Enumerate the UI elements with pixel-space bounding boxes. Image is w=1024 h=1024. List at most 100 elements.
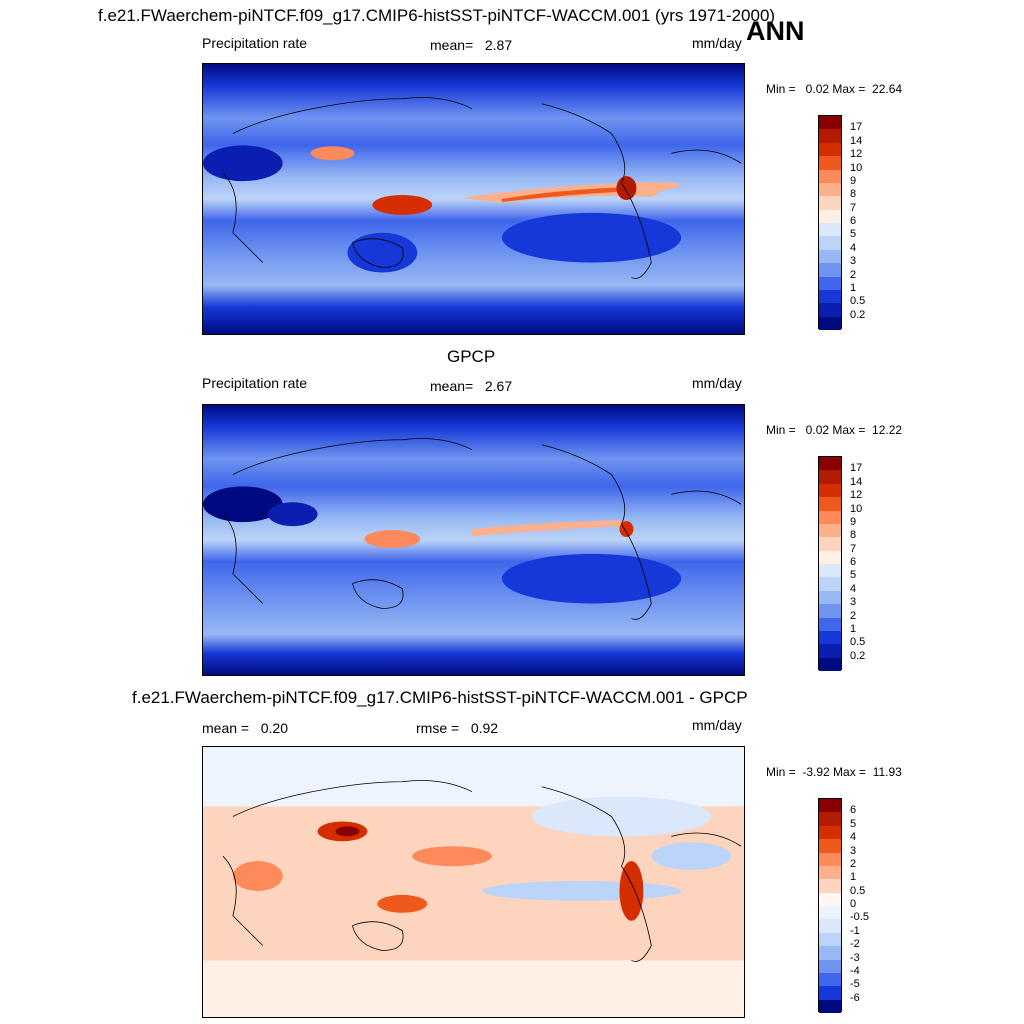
colorbar-swatch [819, 316, 841, 330]
panel3-neg-pacific [481, 881, 682, 901]
colorbar-swatch [819, 972, 841, 987]
colorbar-swatch [819, 537, 841, 551]
panel2-mean: mean= 2.67 [430, 378, 513, 394]
colorbar-level-label: 3 [850, 255, 857, 268]
colorbar-swatch [819, 209, 841, 223]
panel1-dry-australia [347, 232, 418, 273]
colorbar-swatch [819, 289, 841, 304]
colorbar-swatch [819, 906, 841, 920]
panel2-title: GPCP [447, 347, 496, 366]
panel1-itcz-core [501, 187, 632, 202]
colorbar-level-label: 2 [850, 609, 857, 622]
panel1-minmax: Min = 0.02 Max = 22.64 [766, 82, 903, 96]
colorbar-level-label: 4 [850, 241, 857, 254]
colorbar-swatch [819, 919, 841, 933]
colorbar-level-label: 17 [850, 462, 863, 475]
colorbar-level-label: 1 [850, 281, 857, 294]
colorbar-swatch [819, 812, 841, 826]
colorbar-swatch [819, 169, 841, 183]
panel2-colombia [619, 521, 634, 538]
colorbar-level-label: 3 [850, 596, 857, 609]
colorbar-swatch [819, 946, 841, 960]
colorbar-level-label: 14 [850, 475, 863, 488]
colorbar-swatch [819, 564, 841, 578]
panel3-units: mm/day [692, 717, 742, 733]
colorbar-level-label: 4 [850, 831, 857, 844]
colorbar-level-label: 3 [850, 844, 857, 857]
colorbar-swatch [819, 852, 841, 866]
colorbar-level-label: -6 [850, 991, 860, 1004]
colorbar-swatch [819, 959, 841, 973]
colorbar-level-label: -4 [850, 964, 860, 977]
panel2-maritime-continent [364, 530, 421, 548]
colorbar-swatch [819, 223, 841, 237]
panel1-dry-pacific [501, 212, 682, 263]
colorbar-swatch [819, 156, 841, 170]
colorbar-level-label: 1 [850, 622, 857, 635]
panel1-map [202, 63, 745, 335]
colorbar-swatch [819, 276, 841, 290]
panel1-andes-peak [616, 176, 637, 200]
colorbar-level-label: 0.5 [850, 636, 866, 649]
colorbar-swatch [819, 457, 841, 471]
colorbar-level-label: 2 [850, 857, 857, 870]
panel3-minmax: Min = -3.92 Max = 11.93 [766, 765, 902, 779]
colorbar-level-label: 12 [850, 148, 863, 161]
colorbar-swatch [819, 523, 841, 538]
panel3-pos-pacific [412, 846, 492, 867]
panel1-variable: Precipitation rate [202, 35, 308, 51]
colorbar-level-label: 0.5 [850, 884, 866, 897]
colorbar-swatch [819, 892, 841, 906]
colorbar-level-label: 4 [850, 582, 857, 595]
colorbar-swatch [819, 644, 841, 658]
colorbar-level-label: 10 [850, 502, 863, 515]
colorbar-level-label: -5 [850, 978, 860, 991]
panel3-band-south [203, 960, 744, 1017]
panel3-map [202, 746, 745, 1018]
season-label: ANN [746, 16, 805, 46]
colorbar-level-label: 6 [850, 215, 857, 227]
panel2-dry-arabia [267, 502, 318, 527]
colorbar-level-label: -1 [850, 924, 860, 937]
colorbar-swatch [819, 116, 841, 130]
colorbar-swatch [819, 839, 841, 853]
panel3-pos-tibet-core [335, 826, 360, 837]
colorbar-level-label: 5 [850, 228, 857, 241]
colorbar-level-label: -3 [850, 951, 860, 964]
colorbar-swatch [819, 986, 841, 1000]
colorbar-swatch [819, 932, 841, 947]
colorbar-swatch [819, 865, 841, 880]
colorbar-swatch [819, 303, 841, 317]
panel3-rmse: rmse = 0.92 [416, 720, 499, 736]
colorbar-swatch [819, 825, 841, 840]
colorbar-level-label: 5 [850, 569, 857, 582]
panel1-units: mm/day [692, 35, 742, 51]
panel2-dry-pacific [501, 553, 682, 604]
colorbar-level-label: 0.5 [850, 295, 866, 308]
colorbar-swatch [819, 879, 841, 893]
colorbar-level-label: 9 [850, 515, 857, 528]
colorbar-level-label: 0.2 [850, 308, 866, 321]
colorbar-swatch [819, 590, 841, 605]
panel2-itcz [472, 520, 622, 537]
colorbar-swatch [819, 550, 841, 564]
colorbar-level-label: 12 [850, 489, 863, 502]
colorbar-swatch [819, 657, 841, 671]
colorbar-swatch [819, 799, 841, 813]
panel2-units: mm/day [692, 375, 742, 391]
colorbar-level-label: 8 [850, 188, 857, 201]
panel1-tibet [310, 146, 355, 161]
main-title: f.e21.FWaerchem-piNTCF.f09_g17.CMIP6-his… [98, 6, 776, 25]
colorbar-level-label: 7 [850, 542, 857, 555]
colorbar-swatch [819, 142, 841, 157]
colorbar-swatch [819, 182, 841, 197]
panel3-mean: mean = 0.20 [202, 720, 289, 736]
colorbar-swatch [819, 577, 841, 591]
colorbar-level-label: 8 [850, 529, 857, 542]
colorbar-level-label: 6 [850, 556, 857, 568]
panel2-dry-sahara [203, 486, 283, 523]
colorbar-level-label: 0 [850, 898, 857, 910]
panel1-colorbar [818, 115, 842, 330]
colorbar-swatch [819, 196, 841, 210]
panel3-coastlines [222, 780, 742, 962]
